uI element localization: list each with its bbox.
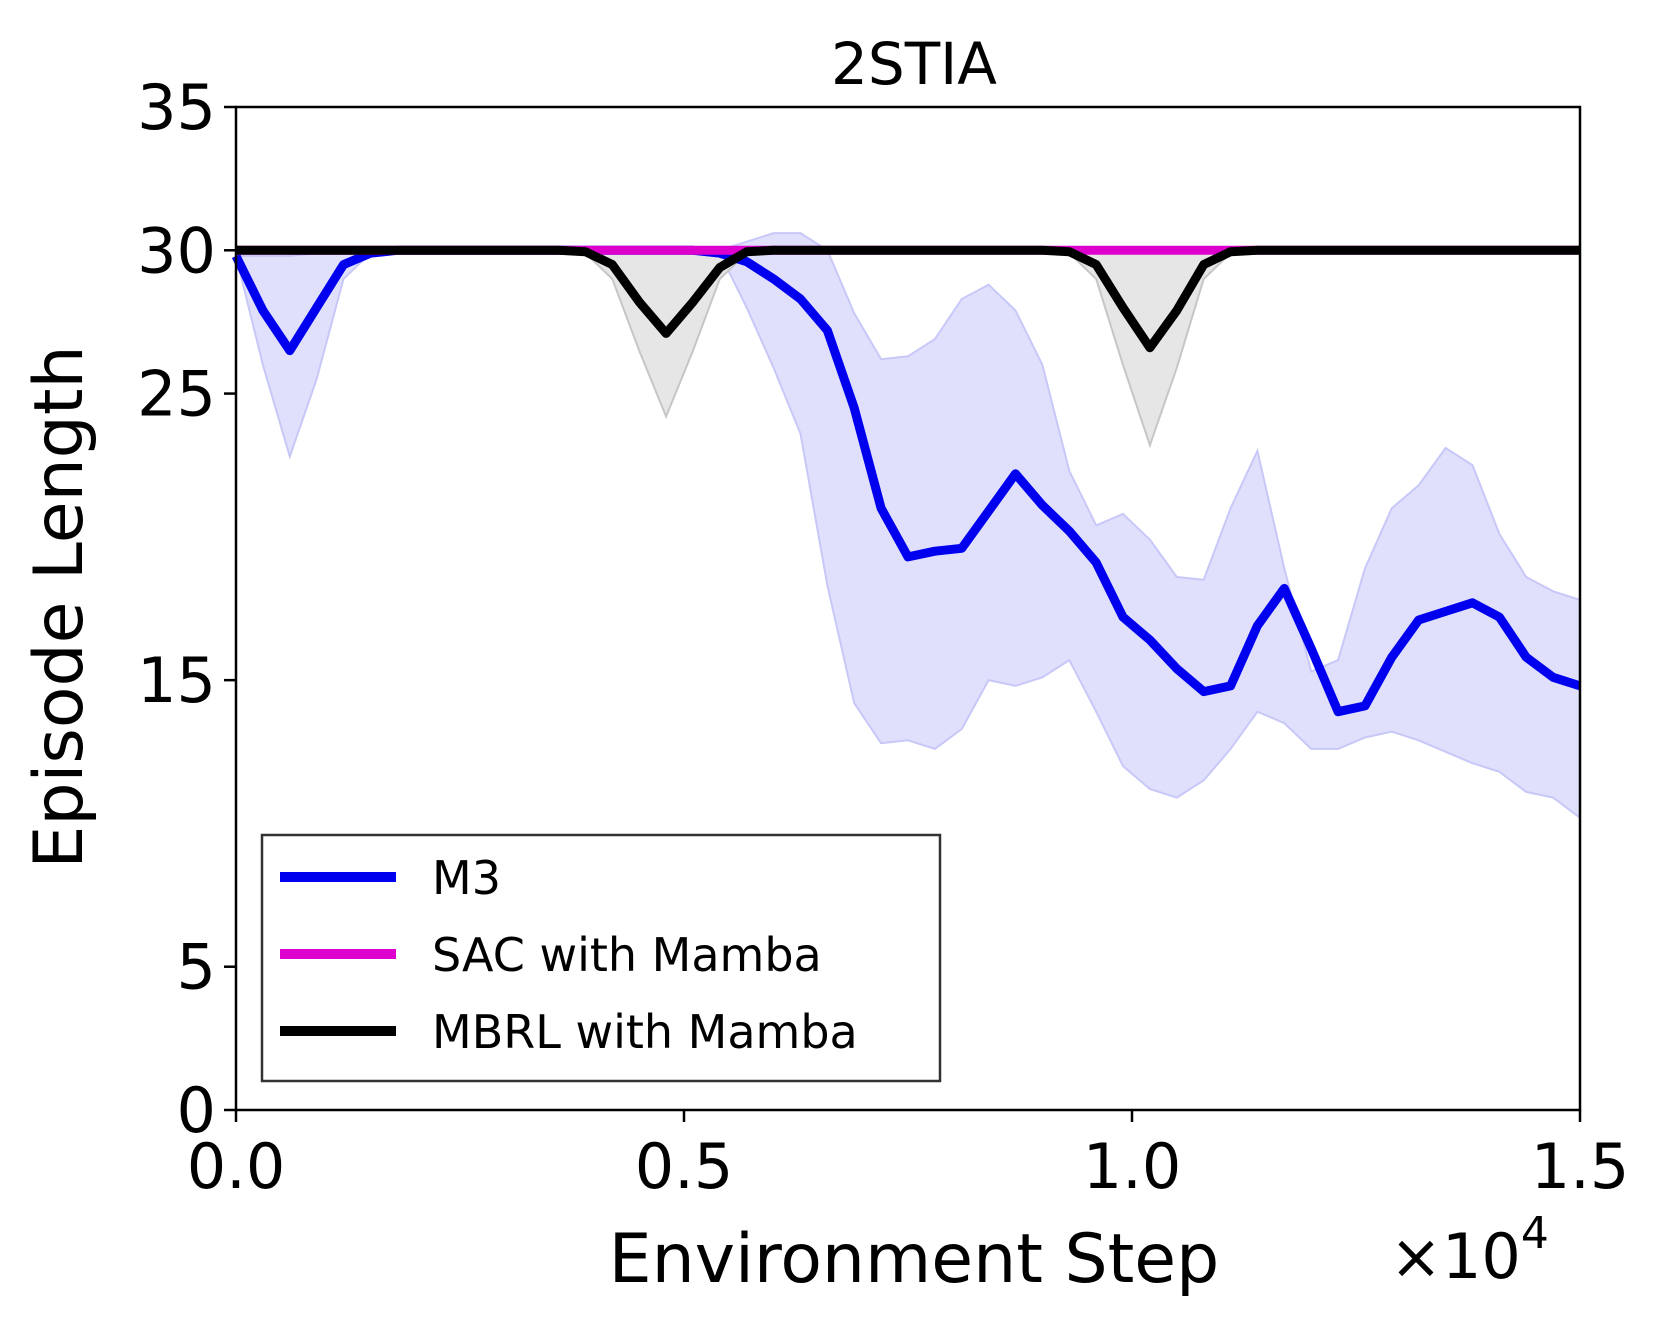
- x-scale-multiplier: ×104: [1390, 1208, 1549, 1293]
- x-tick-label: 1.0: [1083, 1130, 1182, 1203]
- plot-frame: [234, 105, 1582, 1112]
- legend: M3 SAC with Mamba MBRL with Mamba: [260, 833, 942, 1083]
- legend-label-m3: M3: [432, 851, 501, 905]
- x-scale-exponent: 4: [1521, 1208, 1549, 1259]
- y-tick-label: 15: [137, 644, 216, 717]
- y-tick-label: 35: [137, 71, 216, 144]
- y-tick-label: 25: [137, 358, 216, 431]
- y-tick-label: 30: [137, 214, 216, 287]
- x-tick-label: 0.5: [635, 1130, 734, 1203]
- axis-ticks: 0.0 0.5 1.0 1.5 0 5 15 25 30 35: [137, 71, 1629, 1203]
- line-mbrl-with-mamba: [236, 245, 1580, 353]
- confidence-bands: [234, 232, 1581, 820]
- x-tick-label: 0.0: [187, 1130, 286, 1203]
- y-axis-label: Episode Length: [20, 345, 99, 868]
- legend-label-sac: SAC with Mamba: [432, 928, 822, 982]
- x-scale-base: ×10: [1390, 1220, 1521, 1293]
- x-tick-label: 1.5: [1531, 1130, 1630, 1203]
- band-m3: [234, 232, 1581, 820]
- series-lines: [231, 245, 1582, 717]
- y-tick-label: 5: [177, 931, 216, 1004]
- chart-title: 2STIA: [831, 30, 997, 98]
- y-tick-label: 0: [177, 1074, 216, 1147]
- x-axis-label: Environment Step: [609, 1220, 1220, 1299]
- legend-label-mbrl: MBRL with Mamba: [432, 1005, 858, 1059]
